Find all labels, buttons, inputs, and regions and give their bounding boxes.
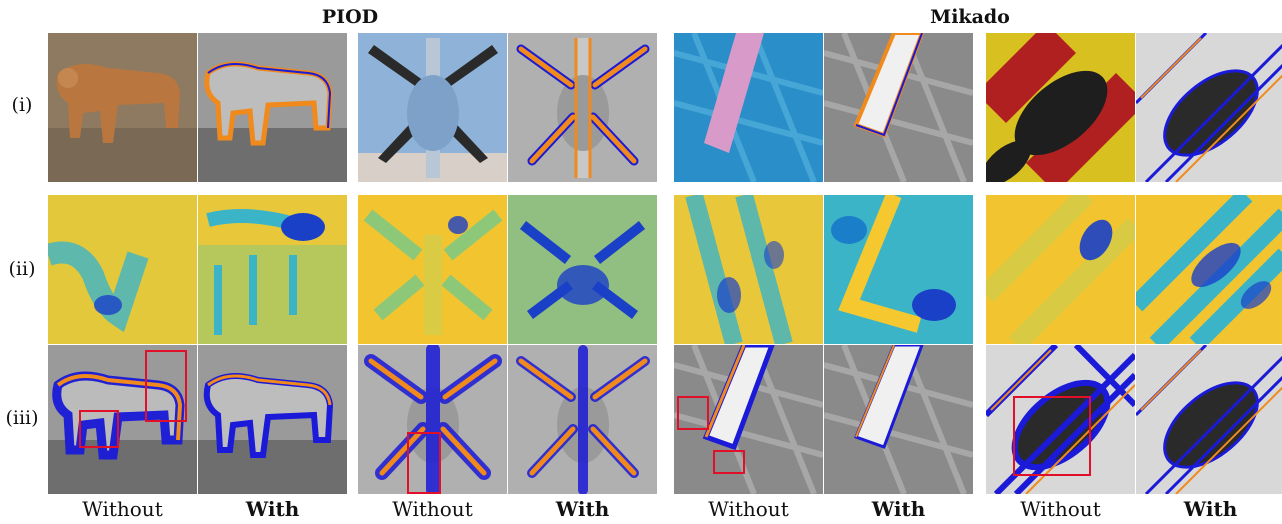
image-cow-boundary	[198, 33, 347, 182]
caption-mayo-without: Without	[1020, 497, 1101, 521]
caption-fabric-without: Without	[708, 497, 789, 521]
image-mayo-original	[986, 33, 1135, 182]
row-label-i: (i)	[11, 94, 33, 116]
heatmap-fabric-with	[824, 195, 973, 344]
heatmap-cow-with	[198, 195, 347, 344]
caption-plane-with: With	[555, 497, 610, 521]
result-cow-with	[198, 345, 347, 494]
result-cow-without	[48, 345, 197, 494]
image-plane-original	[358, 33, 507, 182]
image-cow-original	[48, 33, 197, 182]
result-plane-with	[508, 345, 657, 494]
heatmap-fabric-without	[674, 195, 823, 344]
caption-cow-without: Without	[82, 497, 163, 521]
caption-plane-without: Without	[392, 497, 473, 521]
heatmap-plane-with	[508, 195, 657, 344]
result-plane-without	[358, 345, 507, 494]
header-piod: PIOD	[321, 6, 379, 28]
result-fabric-with	[824, 345, 973, 494]
image-fabric-original	[674, 33, 823, 182]
caption-mayo-with: With	[1183, 497, 1238, 521]
row-label-iii: (iii)	[5, 407, 39, 429]
result-fabric-without	[674, 345, 823, 494]
result-mayo-without	[986, 345, 1135, 494]
heatmap-cow-without	[48, 195, 197, 344]
caption-fabric-with: With	[871, 497, 926, 521]
image-mayo-boundary	[1136, 33, 1282, 182]
row-label-ii: (ii)	[8, 258, 36, 280]
heatmap-plane-without	[358, 195, 507, 344]
heatmap-mayo-with	[1136, 195, 1282, 344]
image-fabric-boundary	[824, 33, 973, 182]
heatmap-mayo-without	[986, 195, 1135, 344]
image-plane-boundary	[508, 33, 657, 182]
header-mikado: Mikado	[930, 6, 1010, 28]
result-mayo-with	[1136, 345, 1282, 494]
caption-cow-with: With	[245, 497, 300, 521]
